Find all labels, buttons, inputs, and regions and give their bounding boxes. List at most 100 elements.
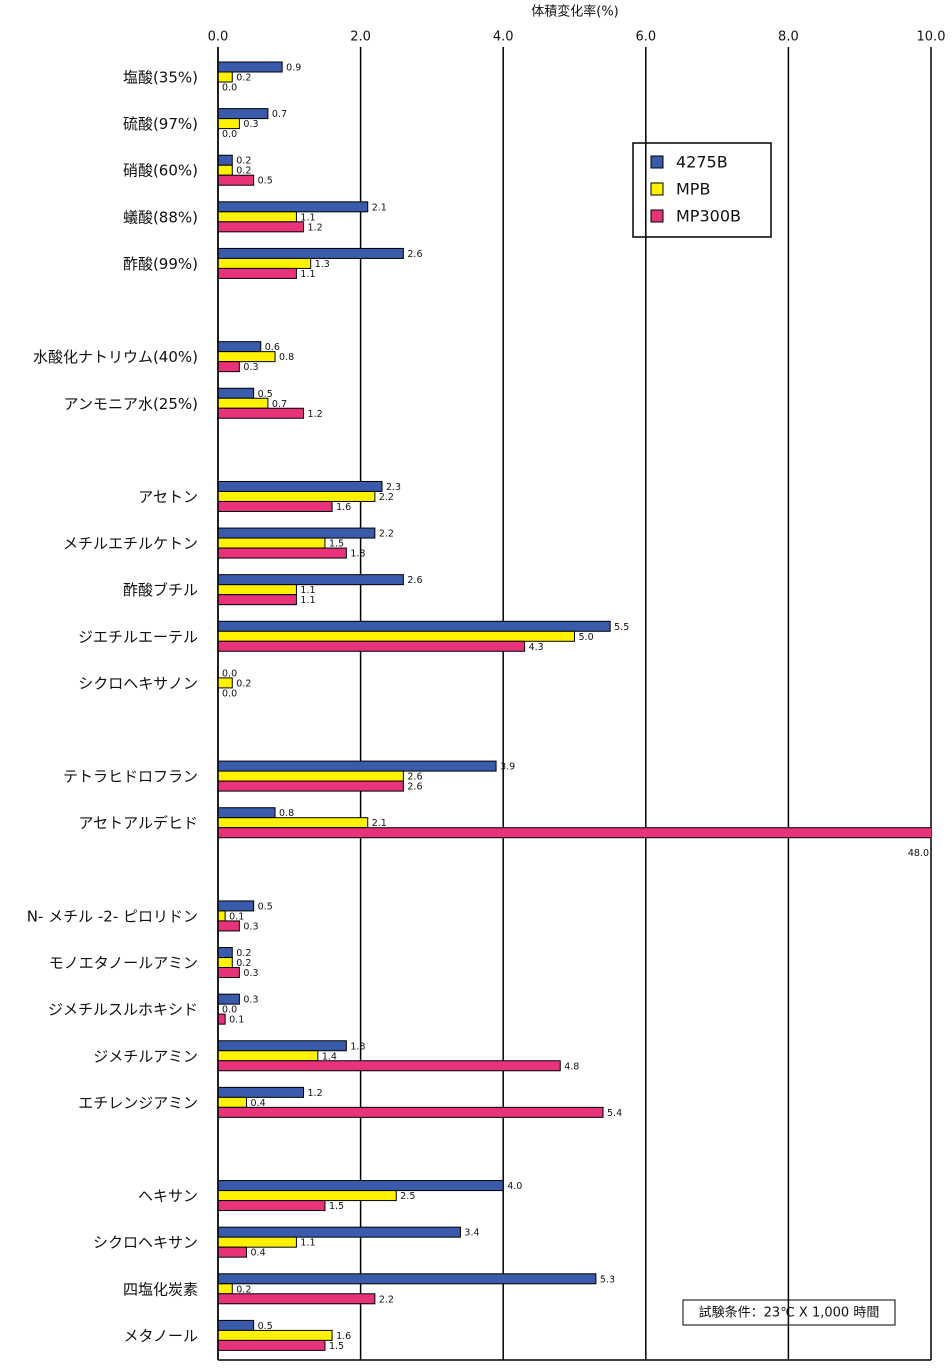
category-label: 塩酸(35%) [123, 69, 198, 87]
value-label: 3.9 [500, 762, 515, 773]
bar [218, 247, 404, 259]
bar [218, 537, 326, 549]
value-label: 1.2 [308, 409, 323, 420]
category-label: ジメチルスルホキシド [48, 1001, 198, 1019]
category-label: ヘキサン [138, 1187, 198, 1205]
value-label: 2.3 [386, 482, 401, 493]
bar [218, 71, 233, 83]
legend-label: MPB [676, 180, 710, 199]
bar [218, 920, 240, 932]
legend-swatch [650, 182, 664, 196]
value-label: 2.2 [379, 529, 394, 540]
bar [218, 1273, 597, 1285]
x-axis-label: 体積変化率(%) [531, 4, 619, 20]
category-label: 酢酸(99%) [123, 255, 198, 273]
bar [218, 108, 269, 120]
value-label: 2.6 [407, 782, 422, 793]
value-label: 0.0 [222, 129, 237, 140]
value-label: 2.1 [372, 818, 387, 829]
value-label: 0.2 [236, 678, 251, 689]
category-label: 硫酸(97%) [123, 115, 198, 133]
value-label: 0.5 [258, 389, 273, 400]
value-label: 1.1 [300, 1238, 315, 1249]
value-label: 1.2 [308, 222, 323, 233]
value-label: 0.0 [222, 1005, 237, 1016]
category-label: ジメチルアミン [93, 1047, 198, 1065]
bar [218, 770, 404, 782]
bar [218, 1236, 297, 1248]
bar [218, 118, 240, 130]
bar [218, 1086, 305, 1098]
x-tick-label: 10.0 [917, 30, 946, 45]
bar [218, 174, 255, 186]
bar [218, 1319, 255, 1331]
category-label: シクロヘキサノン [78, 674, 198, 692]
bar [218, 993, 240, 1005]
value-label: 1.6 [336, 1331, 351, 1342]
category-label: テトラヒドロフラン [63, 768, 198, 786]
value-label: 0.7 [272, 109, 287, 120]
bar [218, 500, 333, 512]
bar [218, 584, 297, 596]
bar [218, 164, 233, 176]
value-label: 0.0 [222, 688, 237, 699]
value-label: 0.0 [222, 83, 237, 94]
category-label: 硝酸(60%) [123, 162, 198, 180]
value-label: 0.7 [272, 399, 287, 410]
value-label: 5.3 [600, 1274, 615, 1285]
value-label: 1.5 [329, 539, 344, 550]
value-label: 0.8 [279, 808, 294, 819]
value-label: 1.4 [322, 1051, 337, 1062]
bar [218, 221, 305, 233]
bar [218, 211, 297, 223]
bar [218, 61, 283, 73]
value-label: 0.4 [251, 1098, 266, 1109]
bar [218, 387, 255, 399]
value-label: 1.6 [336, 502, 351, 513]
bar [218, 630, 575, 642]
bar [218, 1190, 397, 1202]
bar [218, 1050, 319, 1062]
category-label: メタノール [123, 1327, 198, 1345]
category-label: アセトアルデヒド [78, 814, 198, 832]
value-label: 2.2 [379, 1294, 394, 1305]
value-label: 0.9 [286, 63, 301, 74]
bar [218, 640, 526, 652]
value-label: 4.0 [507, 1181, 522, 1192]
value-label: 4.3 [529, 642, 544, 653]
x-tick-label: 0.0 [208, 30, 229, 45]
bar [218, 827, 931, 839]
category-label: N- メチル -2- ピロリドン [27, 907, 198, 925]
category-label: アセトン [138, 488, 198, 506]
bar [218, 361, 240, 373]
value-label: 0.3 [243, 362, 258, 373]
category-label: シクロヘキサン [93, 1234, 198, 1252]
bar [218, 594, 297, 606]
bar [218, 574, 404, 586]
bar [218, 527, 376, 539]
value-label: 0.5 [258, 901, 273, 912]
value-label: 0.2 [236, 958, 251, 969]
value-label: 5.4 [607, 1108, 622, 1119]
x-tick-label: 4.0 [493, 30, 514, 45]
value-label: 0.0 [222, 668, 237, 679]
value-label: 5.0 [579, 632, 594, 643]
value-label: 0.5 [258, 176, 273, 187]
bar [218, 397, 269, 409]
bar [218, 201, 369, 213]
value-label: 2.6 [407, 249, 422, 260]
bar [218, 267, 297, 279]
bar [218, 1226, 461, 1238]
bar [218, 1246, 248, 1258]
value-label: 1.5 [329, 1341, 344, 1352]
bar [218, 677, 233, 689]
value-label: 2.1 [372, 202, 387, 213]
value-label: 1.8 [350, 549, 365, 560]
bar [218, 1013, 226, 1025]
legend-swatch [650, 209, 664, 223]
value-label: 1.8 [350, 1041, 365, 1052]
value-label: 1.1 [300, 212, 315, 223]
value-label: 1.2 [308, 1088, 323, 1099]
bar [218, 780, 404, 792]
